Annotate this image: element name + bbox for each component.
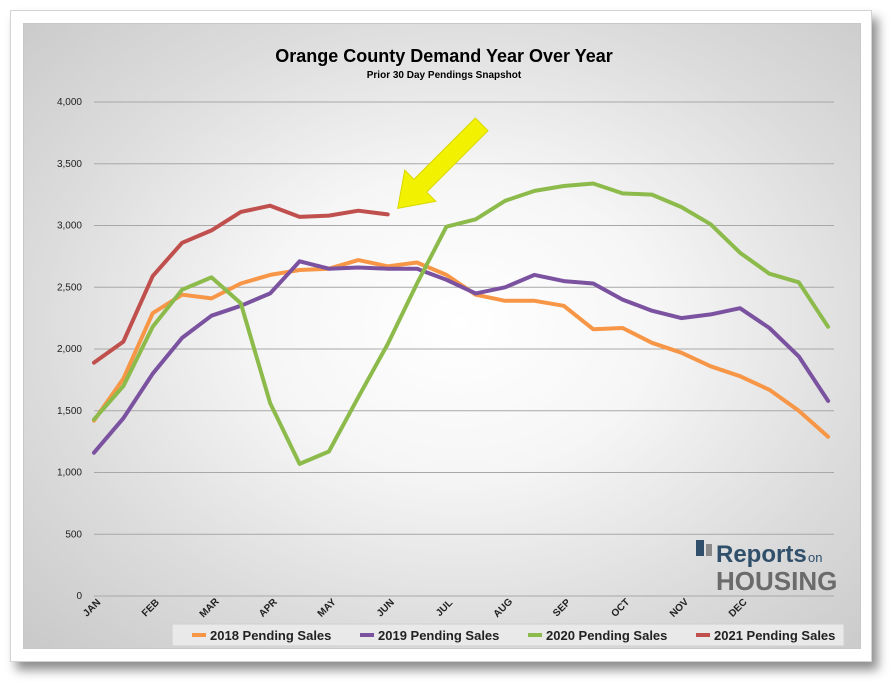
series-line-2021 [92,203,390,365]
legend-label-2020: 2020 Pending Sales [546,628,667,643]
y-tick-label: 500 [65,529,82,540]
y-tick-label: 2,000 [57,344,82,355]
series-line-2020 [92,181,831,466]
chart-svg: Orange County Demand Year Over Year Prio… [57,46,845,647]
yellow-arrow [397,117,489,210]
x-tick-label: NOV [668,596,691,619]
x-axis-ticks: JAN FEB MAR APR MAY JUN JUL AUG SEP OCT NOV DEC [81,596,749,620]
logo-housing-text: HOUSING [716,566,837,596]
y-tick-label: 3,500 [57,159,82,170]
series-layer [92,181,831,466]
logo-on-text: on [808,550,822,565]
y-tick-label: 0 [76,591,82,602]
x-tick-label: MAY [316,597,339,620]
chart-title: Orange County Demand Year Over Year [275,46,612,66]
legend: 2018 Pending Sales 2019 Pending Sales 2020… [171,623,845,647]
legend-label-2021: 2021 Pending Sales [714,628,835,643]
x-tick-label: MAR [198,596,222,620]
logo-mark-2 [706,544,712,556]
legend-label-2019: 2019 Pending Sales [378,628,499,643]
series-line-2019 [92,259,831,455]
chart-subtitle: Prior 30 Day Pendings Snapshot [367,70,522,81]
grid-layer [94,101,834,597]
legend-label-2018: 2018 Pending Sales [210,628,331,643]
y-tick-label: 1,500 [57,406,82,417]
y-tick-label: 4,000 [57,97,82,108]
chart-frame: Orange County Demand Year Over Year Prio… [10,10,872,662]
x-tick-label: SEP [551,597,573,619]
x-tick-label: JUL [434,598,455,619]
x-tick-label: DEC [727,597,750,620]
x-tick-label: FEB [140,597,162,619]
chart-area: Orange County Demand Year Over Year Prio… [23,23,861,649]
x-tick-label: APR [257,596,280,619]
logo-mark [696,540,704,556]
x-tick-label: JAN [81,597,103,619]
x-tick-label: AUG [492,596,516,620]
legend-box [171,623,845,647]
logo-reports-text: Reports [716,541,807,568]
y-tick-label: 1,000 [57,468,82,479]
y-tick-label: 3,000 [57,221,82,232]
annotation-arrow [397,117,489,210]
x-tick-label: JUN [375,597,397,619]
y-axis-ticks: 0 500 1,000 1,500 2,000 2,500 3,000 3,500 4,000 [57,97,82,602]
x-tick-label: OCT [609,597,632,620]
y-tick-label: 2,500 [57,282,82,293]
reports-on-housing-logo: Reports on HOUSING [696,540,837,596]
